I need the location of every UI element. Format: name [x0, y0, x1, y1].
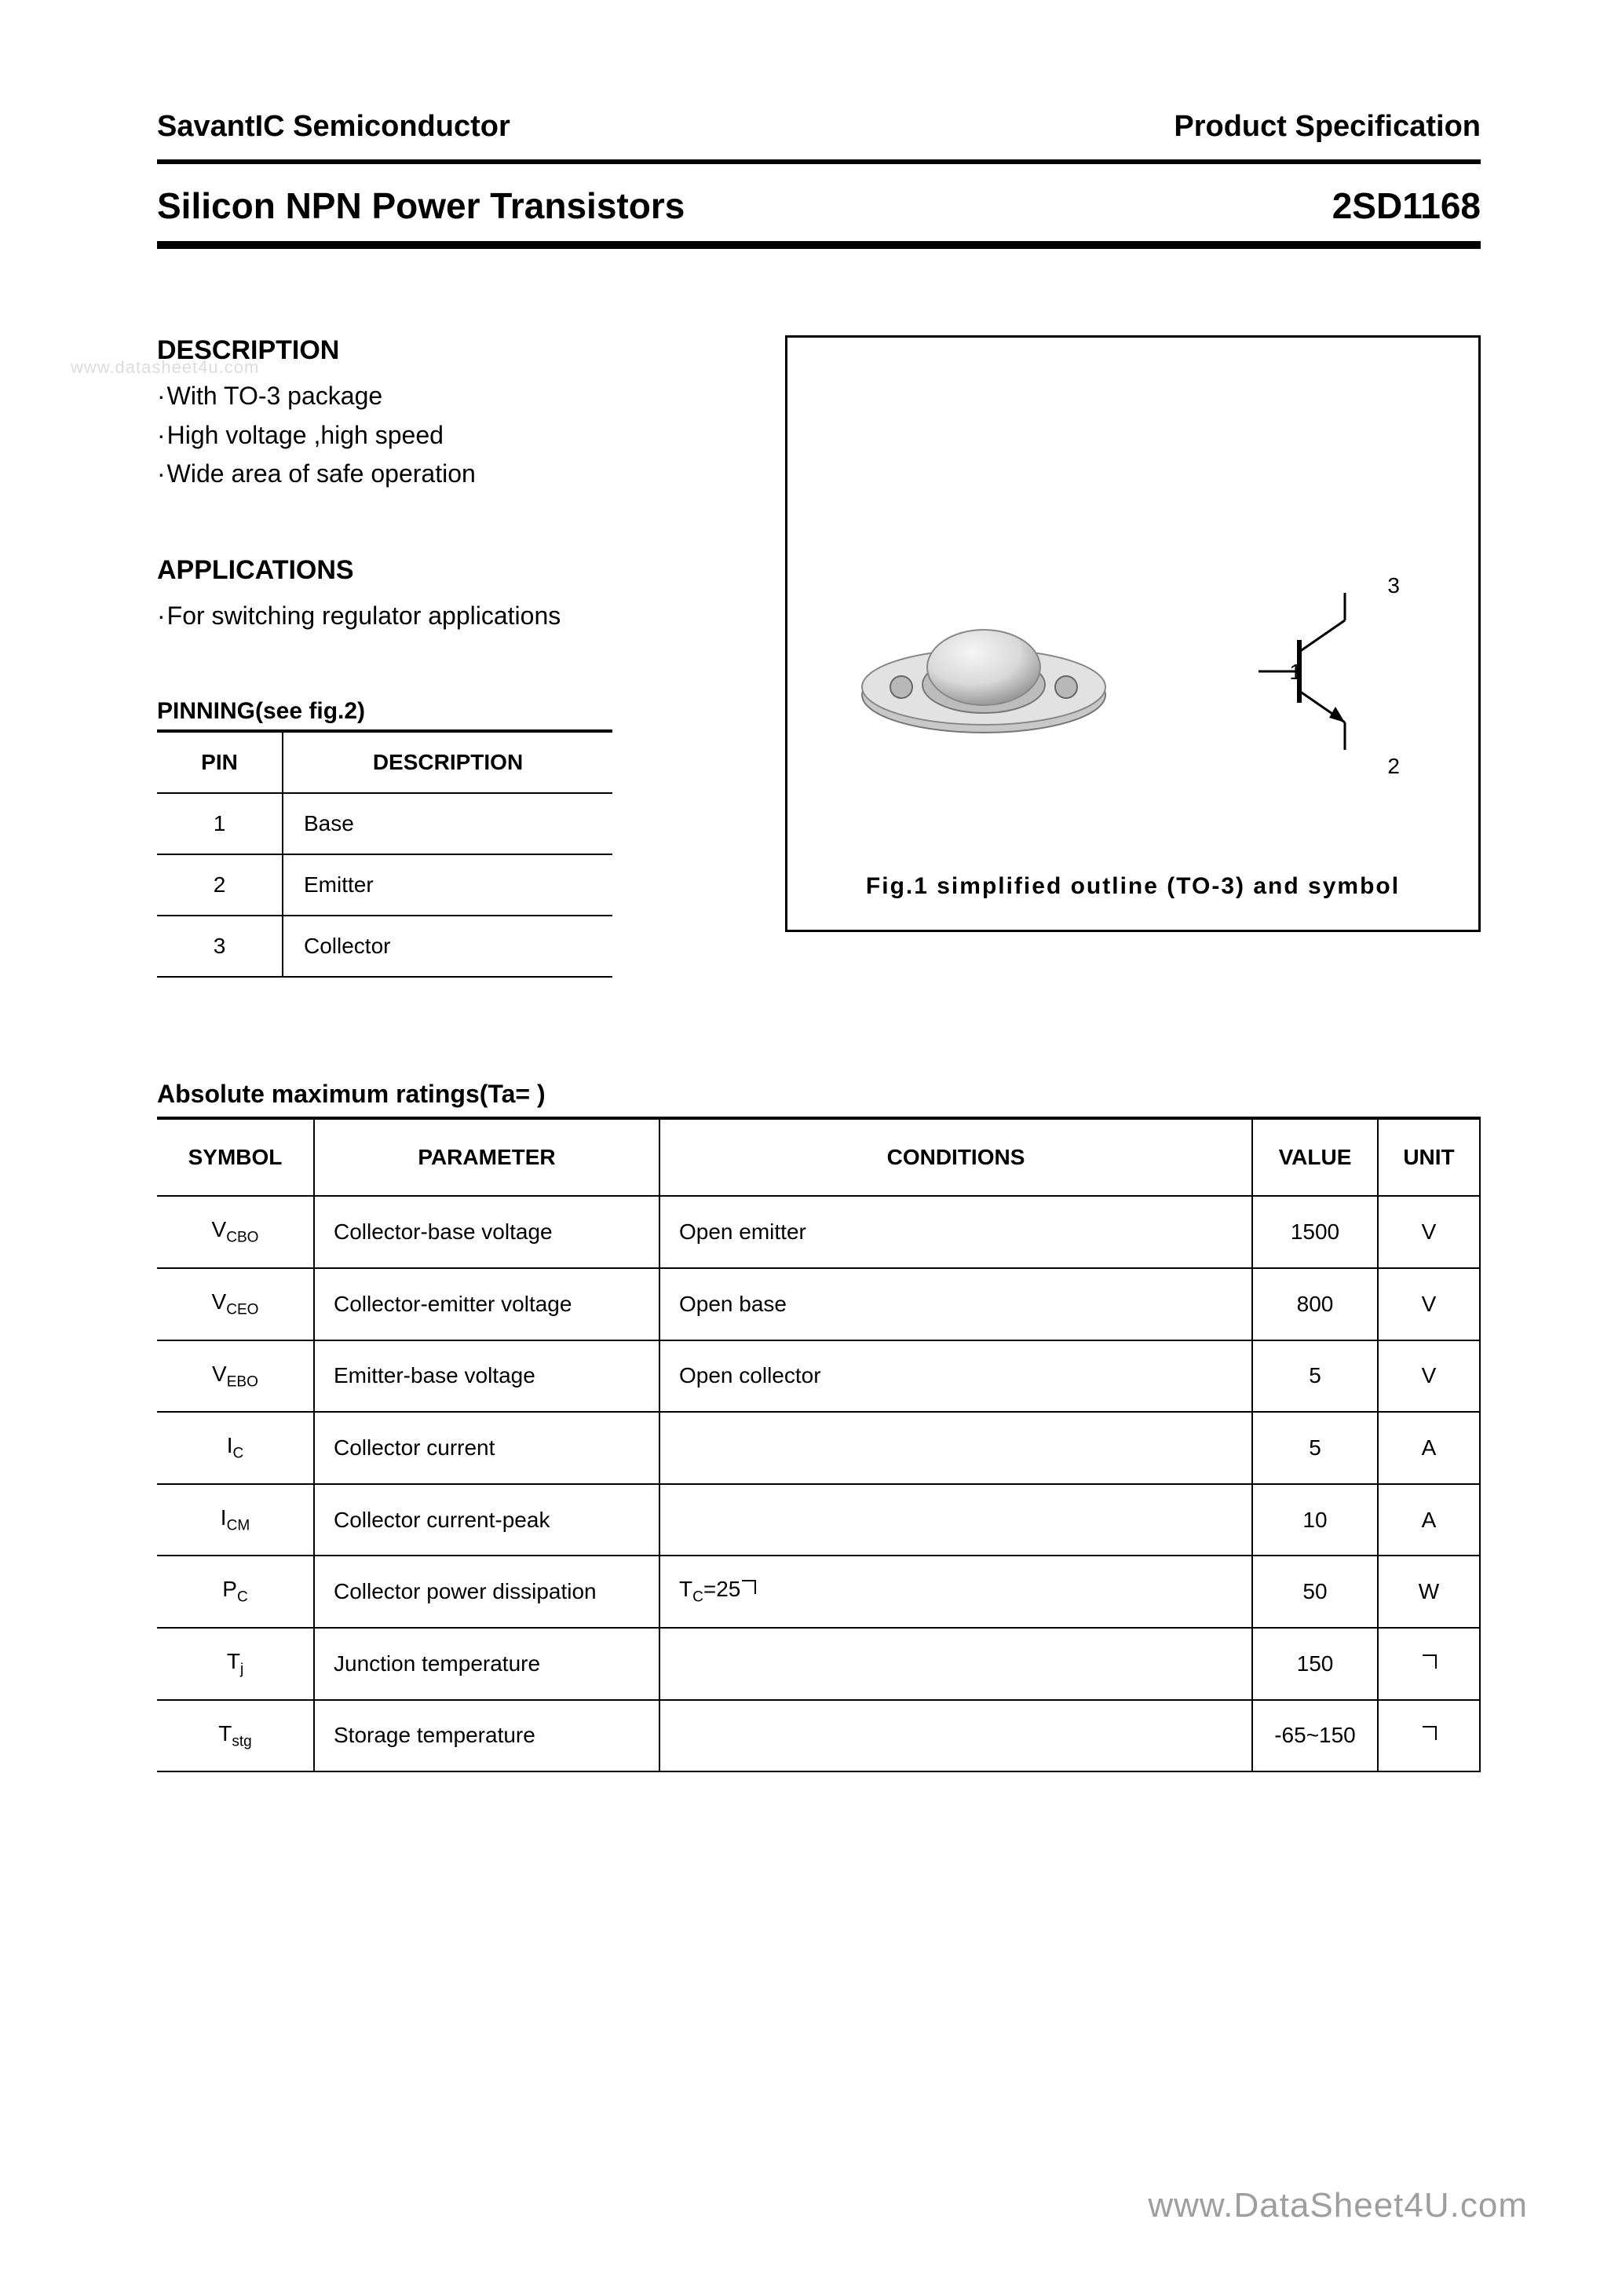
table-row: PCCollector power dissipationTC=2550W [157, 1556, 1480, 1628]
ratings-heading: Absolute maximum ratings(Ta= ) [157, 1080, 1481, 1109]
table-header-row: PIN DESCRIPTION [157, 731, 612, 793]
rating-unit [1378, 1628, 1480, 1700]
rating-unit: V [1378, 1196, 1480, 1268]
description-bullet: High voltage ,high speed [157, 416, 738, 455]
table-header-row: SYMBOL PARAMETER CONDITIONS VALUE UNIT [157, 1118, 1480, 1196]
rating-unit: A [1378, 1484, 1480, 1556]
to3-package-icon [858, 612, 1109, 746]
rating-value: 5 [1252, 1340, 1378, 1413]
rating-parameter: Storage temperature [314, 1700, 659, 1772]
table-row: ICMCollector current-peak 10A [157, 1484, 1480, 1556]
rating-parameter: Collector current [314, 1412, 659, 1484]
rating-symbol: Tj [157, 1628, 314, 1700]
rating-value: -65~150 [1252, 1700, 1378, 1772]
rating-value: 800 [1252, 1268, 1378, 1340]
title-row: Silicon NPN Power Transistors 2SD1168 [157, 164, 1481, 241]
rating-conditions [659, 1700, 1252, 1772]
col-conditions: CONDITIONS [659, 1118, 1252, 1196]
col-pin: PIN [157, 731, 283, 793]
rating-unit: W [1378, 1556, 1480, 1628]
pin-desc: Emitter [283, 854, 612, 916]
rating-unit: A [1378, 1412, 1480, 1484]
rating-symbol: VCEO [157, 1268, 314, 1340]
rating-conditions [659, 1412, 1252, 1484]
table-row: VCEOCollector-emitter voltageOpen base80… [157, 1268, 1480, 1340]
rating-unit: V [1378, 1340, 1480, 1413]
rating-value: 5 [1252, 1412, 1378, 1484]
rating-symbol: Tstg [157, 1700, 314, 1772]
symbol-pin-label: 1 [1289, 660, 1302, 685]
pin-number: 1 [157, 793, 283, 854]
symbol-pin-label: 2 [1387, 754, 1400, 779]
applications-heading: APPLICATIONS [157, 555, 738, 586]
pin-number: 2 [157, 854, 283, 916]
product-spec-label: Product Specification [1174, 110, 1481, 144]
col-symbol: SYMBOL [157, 1118, 314, 1196]
rating-conditions: Open emitter [659, 1196, 1252, 1268]
symbol-pin-label: 3 [1387, 573, 1400, 598]
figure-caption: Fig.1 simplified outline (TO-3) and symb… [787, 873, 1478, 900]
rating-parameter: Collector current-peak [314, 1484, 659, 1556]
rating-symbol: IC [157, 1412, 314, 1484]
rating-symbol: VEBO [157, 1340, 314, 1413]
table-row: ICCollector current 5A [157, 1412, 1480, 1484]
rating-parameter: Junction temperature [314, 1628, 659, 1700]
table-row: 2 Emitter [157, 854, 612, 916]
pinning-table: PIN DESCRIPTION 1 Base 2 Emitter 3 Colle… [157, 729, 612, 978]
rating-conditions [659, 1484, 1252, 1556]
figure-box: 1 3 2 Fig.1 simplified outline (TO-3) an… [785, 335, 1481, 932]
pin-desc: Base [283, 793, 612, 854]
rating-parameter: Collector power dissipation [314, 1556, 659, 1628]
rating-conditions: Open collector [659, 1340, 1252, 1413]
company-name: SavantIC Semiconductor [157, 110, 510, 144]
rating-parameter: Collector-base voltage [314, 1196, 659, 1268]
rating-unit: V [1378, 1268, 1480, 1340]
description-bullet: Wide area of safe operation [157, 455, 738, 494]
watermark-top: www.datasheet4u.com [71, 357, 259, 378]
header-row: SavantIC Semiconductor Product Specifica… [157, 110, 1481, 144]
pin-number: 3 [157, 916, 283, 977]
watermark-bottom: www.DataSheet4U.com [1148, 2186, 1528, 2225]
rating-conditions: TC=25 [659, 1556, 1252, 1628]
rating-symbol: ICM [157, 1484, 314, 1556]
table-row: TjJunction temperature 150 [157, 1628, 1480, 1700]
col-unit: UNIT [1378, 1118, 1480, 1196]
col-parameter: PARAMETER [314, 1118, 659, 1196]
table-row: VCBOCollector-base voltageOpen emitter15… [157, 1196, 1480, 1268]
rating-parameter: Collector-emitter voltage [314, 1268, 659, 1340]
table-row: 1 Base [157, 793, 612, 854]
applications-bullet: For switching regulator applications [157, 597, 738, 636]
ratings-table: SYMBOL PARAMETER CONDITIONS VALUE UNIT V… [157, 1117, 1481, 1772]
table-row: 3 Collector [157, 916, 612, 977]
rating-conditions [659, 1628, 1252, 1700]
rating-value: 1500 [1252, 1196, 1378, 1268]
table-row: TstgStorage temperature -65~150 [157, 1700, 1480, 1772]
title-rule [157, 241, 1481, 249]
col-description: DESCRIPTION [283, 731, 612, 793]
table-row: VEBOEmitter-base voltageOpen collector5V [157, 1340, 1480, 1413]
rating-value: 150 [1252, 1628, 1378, 1700]
npn-transistor-symbol-icon [1251, 589, 1384, 754]
description-bullet: With TO-3 package [157, 377, 738, 416]
part-number: 2SD1168 [1332, 185, 1481, 227]
rating-value: 50 [1252, 1556, 1378, 1628]
rating-symbol: VCBO [157, 1196, 314, 1268]
rating-symbol: PC [157, 1556, 314, 1628]
page-title: Silicon NPN Power Transistors [157, 185, 685, 227]
col-value: VALUE [1252, 1118, 1378, 1196]
rating-unit [1378, 1700, 1480, 1772]
rating-parameter: Emitter-base voltage [314, 1340, 659, 1413]
rating-conditions: Open base [659, 1268, 1252, 1340]
rating-value: 10 [1252, 1484, 1378, 1556]
pinning-heading: PINNING(see fig.2) [157, 698, 738, 725]
pin-desc: Collector [283, 916, 612, 977]
